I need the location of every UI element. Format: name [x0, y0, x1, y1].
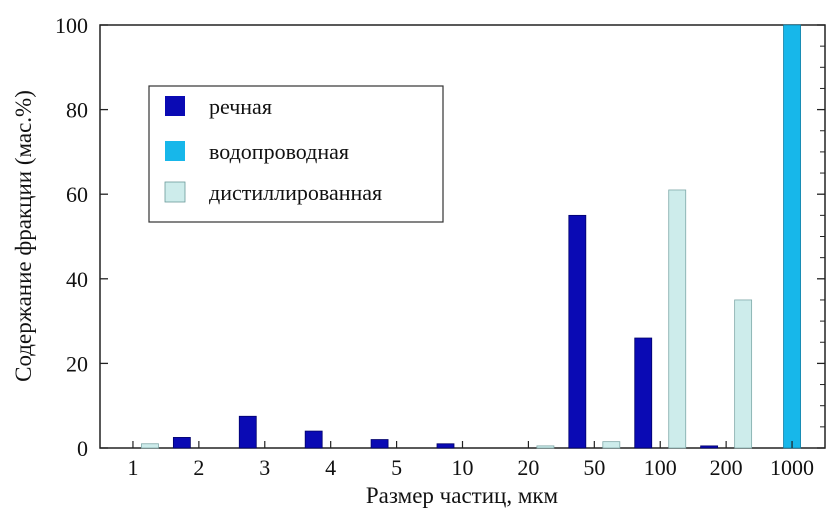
bar-2-0	[141, 443, 159, 449]
y-tick-label: 100	[55, 13, 88, 38]
x-tick-label: 3	[259, 455, 270, 480]
x-tick-label: 50	[583, 455, 605, 480]
legend-swatch-tap	[165, 141, 185, 161]
bar-0-4	[370, 439, 389, 449]
legend-swatch-distilled	[164, 181, 186, 203]
x-tick-label: 1000	[770, 455, 814, 480]
bar-1-10	[783, 24, 801, 449]
bar-0-8	[634, 337, 653, 449]
y-tick-label: 80	[66, 98, 88, 123]
x-tick-label: 1	[127, 455, 138, 480]
bar-0-5	[436, 443, 455, 449]
x-tick-label: 10	[452, 455, 474, 480]
x-tick-label: 20	[517, 455, 539, 480]
bar-2-7	[602, 441, 621, 449]
x-tick-label: 2	[193, 455, 204, 480]
bar-0-9	[700, 445, 719, 449]
bar-2-8	[668, 189, 687, 449]
legend-label-distilled: дистиллированная	[209, 180, 382, 205]
legend: речная водопроводная дистиллированная	[148, 85, 444, 223]
x-tick-label: 4	[325, 455, 336, 480]
bar-0-1	[172, 437, 191, 449]
y-tick-label: 0	[77, 436, 88, 461]
bars-layer	[141, 24, 801, 449]
bar-2-9	[734, 299, 753, 449]
legend-box	[148, 85, 444, 223]
x-axis-title: Размер частиц, мкм	[366, 483, 559, 508]
y-tick-label: 40	[66, 267, 88, 292]
x-tick-label: 100	[644, 455, 677, 480]
y-tick-label: 60	[66, 182, 88, 207]
x-tick-label: 200	[710, 455, 743, 480]
bar-0-2	[238, 415, 257, 449]
legend-label-river: речная	[209, 94, 272, 119]
bar-0-7	[568, 214, 587, 449]
y-tick-label: 20	[66, 351, 88, 376]
ticks-layer: 0 20 40 60 80 100 1 2 3 4 5 10 20 50 100 200 1000	[55, 13, 825, 480]
legend-label-tap: водопроводная	[209, 139, 349, 164]
y-axis-title: Содержание фракции (мас.%)	[11, 90, 36, 382]
x-tick-label: 5	[391, 455, 402, 480]
bar-2-6	[536, 445, 555, 449]
bar-0-3	[304, 430, 323, 449]
legend-swatch-river	[165, 96, 185, 116]
